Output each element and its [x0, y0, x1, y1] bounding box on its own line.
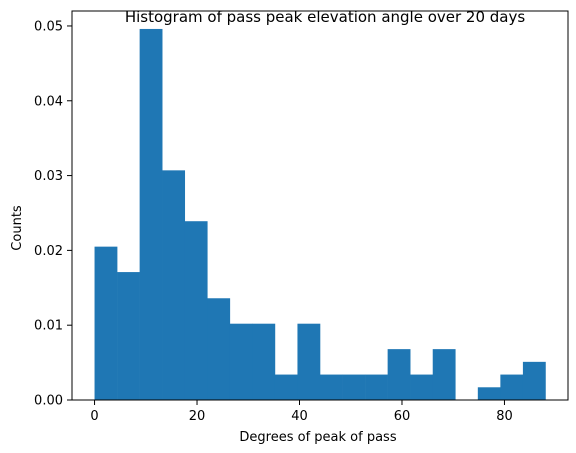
histogram-bar-7: [252, 323, 276, 400]
histogram-bar-1: [117, 272, 140, 400]
histogram-bar-9: [297, 323, 321, 400]
histogram-bar-8: [274, 374, 298, 400]
histogram-bar-4: [184, 221, 208, 400]
chart-title: Histogram of pass peak elevation angle o…: [125, 8, 526, 26]
x-tick-label-2: 40: [291, 409, 308, 424]
x-tick-label-3: 60: [394, 409, 411, 424]
y-tick-label-0: 0.00: [34, 394, 63, 409]
histogram-bar-6: [229, 323, 253, 400]
x-axis-title: Degrees of peak of pass: [239, 430, 396, 445]
histogram-bar-19: [522, 361, 546, 400]
histogram-bar-15: [432, 349, 456, 400]
x-tick-label-1: 20: [189, 409, 206, 424]
histogram-bar-17: [477, 387, 501, 400]
histogram-bar-18: [500, 374, 524, 400]
histogram-bar-0: [94, 246, 118, 400]
y-tick-label-2: 0.02: [34, 244, 63, 259]
x-tick-label-4: 80: [496, 409, 513, 424]
x-axis: 0 20 40 60 80: [90, 400, 513, 424]
histogram-bar-12: [365, 374, 388, 400]
histogram-bar-2: [139, 28, 163, 400]
y-tick-label-1: 0.01: [34, 319, 63, 334]
histogram-bar-13: [387, 349, 411, 400]
histogram-bar-11: [342, 374, 366, 400]
bars-group: [94, 28, 546, 400]
y-tick-label-4: 0.04: [34, 94, 63, 109]
y-axis: 0.00 0.01 0.02 0.03 0.04 0.05: [34, 19, 72, 409]
histogram-bar-3: [162, 170, 186, 400]
y-axis-title: Counts: [10, 205, 25, 251]
x-tick-label-0: 0: [90, 409, 98, 424]
plot-frame: [71, 10, 569, 401]
histogram-bar-10: [320, 374, 343, 400]
histogram-bar-5: [207, 298, 231, 400]
histogram-bar-14: [410, 374, 434, 400]
y-tick-label-5: 0.05: [34, 19, 63, 34]
y-tick-label-3: 0.03: [34, 169, 63, 184]
